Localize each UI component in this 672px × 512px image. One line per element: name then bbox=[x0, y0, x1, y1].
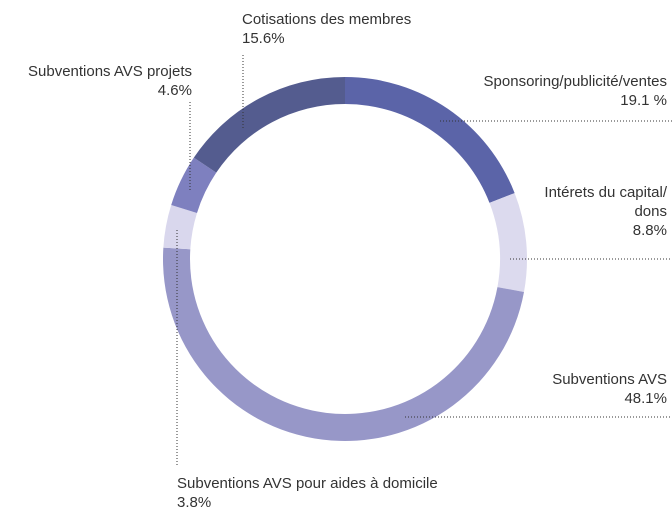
slice-label: Intérets du capital/ dons 8.8% bbox=[544, 183, 667, 240]
value-label: 48.1% bbox=[624, 390, 667, 407]
donut-segment bbox=[162, 247, 524, 442]
value-label: 4.6% bbox=[157, 82, 192, 99]
donut-segment bbox=[163, 204, 197, 250]
donut-segment bbox=[171, 157, 217, 213]
donut-segment bbox=[193, 76, 345, 173]
slice-label: Subventions AVS pour aides à domicile 3.8… bbox=[177, 474, 438, 512]
category-label: Subventions AVS pour aides à domicile bbox=[177, 475, 438, 492]
category-label: Intérets du capital/ dons bbox=[544, 184, 667, 220]
category-label: Subventions AVS bbox=[552, 371, 667, 388]
donut-segment bbox=[345, 77, 515, 203]
slice-label: Sponsoring/publicité/ventes 19.1 % bbox=[484, 72, 667, 110]
category-label: Subventions AVS projets bbox=[28, 63, 192, 80]
value-label: 19.1 % bbox=[620, 92, 667, 109]
value-label: 15.6% bbox=[242, 30, 285, 47]
donut-segment bbox=[489, 193, 527, 292]
value-label: 3.8% bbox=[177, 494, 212, 511]
category-label: Cotisations des membres bbox=[242, 11, 412, 28]
slice-label: Cotisations des membres 15.6% bbox=[242, 10, 411, 48]
category-label: Sponsoring/publicité/ventes bbox=[483, 73, 667, 90]
slice-label: Subventions AVS 48.1% bbox=[552, 370, 667, 408]
slice-label: Subventions AVS projets 4.6% bbox=[28, 62, 192, 100]
value-label: 8.8% bbox=[632, 222, 667, 239]
